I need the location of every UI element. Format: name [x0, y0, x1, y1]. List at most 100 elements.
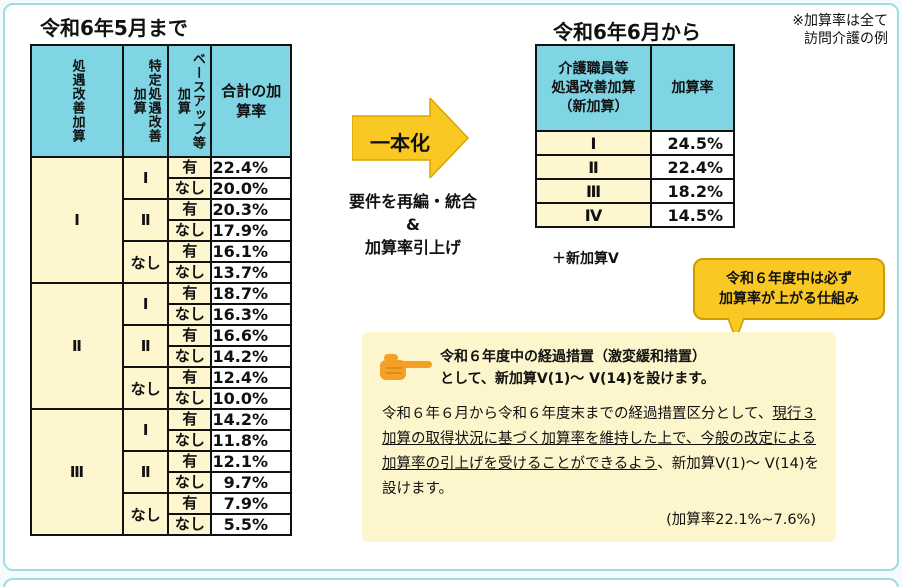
total-rate-cell: 10.0%: [210, 387, 292, 410]
baseup-cell: 有: [167, 450, 213, 473]
new-table-row: Ⅳ 14.5%: [535, 202, 735, 228]
header-new-rate: 加算率: [650, 44, 735, 132]
rate-note-line1: ※加算率は全て: [792, 13, 888, 29]
merge-line1: 要件を再編・統合: [348, 192, 477, 211]
body-text-underlined: 現行３加算の取得状況に基づく加算率を維持した上で、今般の改定による加算率の引上げ…: [382, 406, 816, 472]
body-text-1: 令和６年６月から令和６年度末までの経過措置区分として、: [382, 406, 773, 422]
pointing-hand-icon: [380, 354, 432, 380]
transition-heading: 令和６年度中の経過措置（激変緩和措置） として、新加算Ⅴ(1)～ Ⅴ(14)を設…: [440, 346, 820, 390]
callout-line2: 加算率が上がる仕組み: [719, 291, 859, 307]
baseup-cell: 有: [167, 366, 213, 389]
merge-description: 要件を再編・統合 & 加算率引上げ: [330, 190, 496, 259]
baseup-cell: 有: [167, 240, 213, 263]
old-table-row: Ⅱ 有 20.3%: [31, 198, 292, 242]
body-text-2: 、新加算Ⅴ(1)～ Ⅴ(14)を設けます。: [382, 456, 819, 497]
rate-note-line2: 訪問介護の例: [804, 31, 888, 47]
baseup-cell: 有: [167, 156, 213, 179]
total-rate-cell: 17.9%: [210, 219, 292, 242]
title-before: 令和6年5月まで: [40, 16, 188, 40]
old-table-row: なし 14.2%: [31, 345, 292, 368]
new-rate-cell: 24.5%: [650, 130, 735, 156]
header-tokutei: 特定処遇改善加算: [121, 44, 170, 158]
baseup-cell: なし: [167, 303, 213, 326]
header-total-rate: 合計の加算率: [210, 44, 292, 158]
baseup-cell: なし: [167, 177, 213, 200]
header-shogu: 処遇改善加算: [30, 44, 124, 158]
tokutei-level-cell: Ⅰ: [121, 282, 170, 326]
total-rate-cell: 20.3%: [210, 198, 292, 221]
baseup-cell: なし: [167, 345, 213, 368]
header-new-line2: 処遇改善加算: [551, 79, 636, 96]
title-after: 令和6年6月から: [553, 20, 701, 44]
old-table-header-row: 処遇改善加算 特定処遇改善加算 ベースアップ等加算 合計の加算率: [30, 44, 292, 158]
baseup-cell: なし: [167, 429, 213, 452]
total-rate-cell: 16.6%: [210, 324, 292, 347]
callout-tail-icon: [727, 318, 745, 342]
baseup-cell: なし: [167, 219, 213, 242]
total-rate-cell: 7.9%: [210, 492, 292, 515]
new-rate-cell: 18.2%: [650, 178, 735, 204]
old-table-row: なし 17.9%: [31, 219, 292, 242]
old-table-row: なし 11.8%: [31, 429, 292, 452]
callout-bubble: 令和６年度中は必ず 加算率が上がる仕組み: [693, 258, 885, 320]
old-table-row: Ⅱ 有 16.6%: [31, 324, 292, 368]
tokutei-level-cell: なし: [121, 240, 170, 284]
tokutei-level-cell: Ⅰ: [121, 156, 170, 200]
transition-heading-line2: として、新加算Ⅴ(1)～ Ⅴ(14)を設けます。: [440, 371, 715, 387]
header-tokutei-text: 特定処遇改善加算: [130, 59, 161, 143]
tokutei-level-cell: Ⅰ: [121, 408, 170, 452]
baseup-cell: 有: [167, 282, 213, 305]
plus-new-kasan-v: ＋新加算Ⅴ: [552, 251, 619, 267]
total-rate-cell: 5.5%: [210, 513, 292, 536]
total-rate-cell: 20.0%: [210, 177, 292, 200]
rate-range: (加算率22.1%~7.6%): [666, 512, 816, 528]
new-table-row: Ⅰ 24.5%: [535, 130, 735, 156]
header-new-kasan: 介護職員等 処遇改善加算 （新加算）: [535, 44, 652, 132]
total-rate-cell: 18.7%: [210, 282, 292, 305]
total-rate-cell: 9.7%: [210, 471, 292, 494]
shogu-level-cell: Ⅰ: [30, 156, 124, 284]
old-table-row: なし 5.5%: [31, 513, 292, 536]
shogu-level-cell: Ⅱ: [30, 282, 124, 410]
old-table-row: なし 9.7%: [31, 471, 292, 494]
header-baseup: ベースアップ等加算: [167, 44, 213, 158]
total-rate-cell: 22.4%: [210, 156, 292, 179]
header-baseup-text: ベースアップ等加算: [174, 52, 205, 150]
header-total-rate-text: 合計の加算率: [221, 82, 282, 120]
new-rate-cell: 14.5%: [650, 202, 735, 228]
transition-body: 令和６年６月から令和６年度末までの経過措置区分として、現行３加算の取得状況に基づ…: [382, 402, 822, 502]
old-rate-table: 処遇改善加算 特定処遇改善加算 ベースアップ等加算 合計の加算率 Ⅰ Ⅰ 有 22.4…: [30, 44, 292, 536]
baseup-cell: 有: [167, 408, 213, 431]
old-table-row: なし 16.3%: [31, 303, 292, 326]
arrow-right-icon: [352, 98, 470, 178]
header-new-line1: 介護職員等: [558, 60, 629, 77]
old-table-row: なし有 7.9%: [31, 492, 292, 536]
baseup-cell: なし: [167, 513, 213, 536]
total-rate-cell: 12.1%: [210, 450, 292, 473]
new-table-header-row: 介護職員等 処遇改善加算 （新加算） 加算率: [535, 44, 735, 132]
old-table-row: Ⅰ Ⅰ 有 22.4%: [30, 156, 292, 284]
total-rate-cell: 13.7%: [210, 261, 292, 284]
total-rate-cell: 11.8%: [210, 429, 292, 452]
arrow-label: 一本化: [370, 131, 430, 155]
baseup-cell: なし: [167, 261, 213, 284]
callout-line1: 令和６年度中は必ず: [726, 271, 852, 287]
baseup-cell: 有: [167, 198, 213, 221]
rate-note: ※加算率は全て 訪問介護の例: [758, 12, 888, 48]
tokutei-level-cell: なし: [121, 492, 170, 536]
total-rate-cell: 12.4%: [210, 366, 292, 389]
old-table-row: なし 20.0%: [31, 177, 292, 200]
baseup-cell: 有: [167, 324, 213, 347]
new-level-cell: Ⅱ: [535, 154, 652, 180]
baseup-cell: 有: [167, 492, 213, 515]
transition-measure-box: 令和６年度中の経過措置（激変緩和措置） として、新加算Ⅴ(1)～ Ⅴ(14)を設…: [362, 332, 836, 542]
total-rate-cell: 16.1%: [210, 240, 292, 263]
transition-heading-line1: 令和６年度中の経過措置（激変緩和措置）: [440, 349, 706, 365]
old-table-row: なし有 12.4%: [31, 366, 292, 410]
tokutei-level-cell: Ⅱ: [121, 324, 170, 368]
merge-line3: 加算率引上げ: [364, 238, 461, 257]
old-table-row: Ⅲ Ⅰ 有 14.2%: [30, 408, 292, 536]
old-table-row: なし有 16.1%: [31, 240, 292, 284]
shogu-level-cell: Ⅲ: [30, 408, 124, 536]
new-table-row: Ⅱ 22.4%: [535, 154, 735, 180]
